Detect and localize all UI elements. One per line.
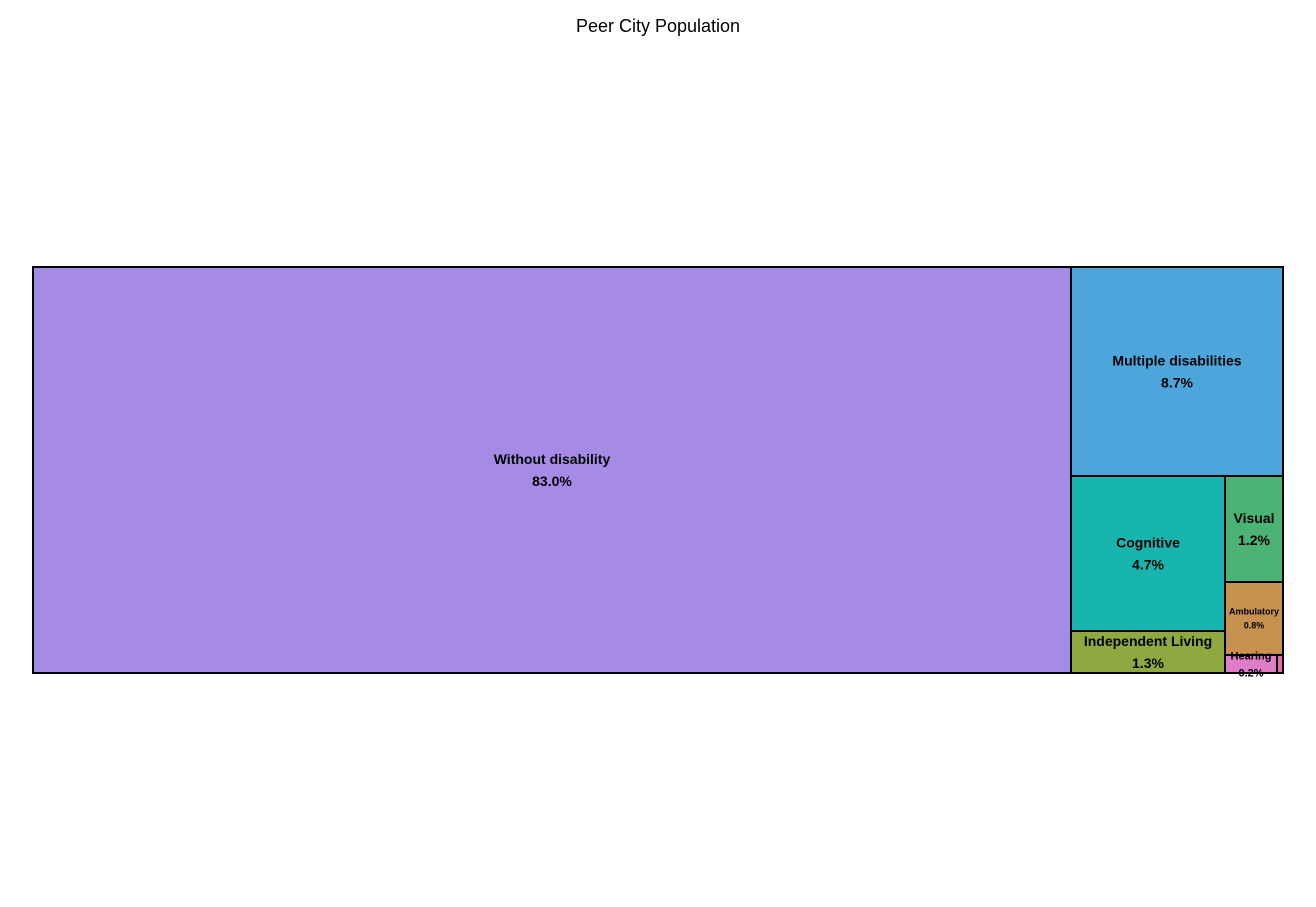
treemap-cell-visual: Visual 1.2% [1224, 475, 1284, 583]
treemap-cell-hearing: Hearing 0.2% [1224, 650, 1278, 679]
treemap-cell-cognitive: Cognitive 4.7% [1070, 475, 1226, 632]
treemap-rect [1224, 475, 1284, 583]
treemap-cell-name: Hearing [1231, 650, 1272, 662]
treemap-cell-unlabeled [1276, 654, 1284, 674]
treemap-cell-without-disability: Without disability 83.0% [32, 266, 1072, 674]
treemap-cell-value: 83.0% [532, 473, 572, 489]
treemap-cell-independent-living: Independent Living 1.3% [1070, 630, 1226, 674]
treemap-cell-ambulatory: Ambulatory 0.8% [1224, 581, 1284, 656]
treemap-cell-value: 0.2% [1238, 667, 1263, 679]
treemap-cell-value: 8.7% [1161, 374, 1193, 390]
treemap-cell-name: Visual [1234, 510, 1275, 526]
treemap-cell-name: Ambulatory [1229, 607, 1279, 617]
treemap-cell-value: 4.7% [1132, 556, 1164, 572]
treemap-cell-name: Multiple disabilities [1112, 353, 1241, 369]
treemap-rect [32, 266, 1072, 674]
treemap-rect [1070, 475, 1226, 632]
treemap-cell-multiple-disabilities: Multiple disabilities 8.7% [1070, 266, 1284, 477]
treemap-cell-name: Without disability [494, 451, 611, 467]
treemap-cell-value: 1.3% [1132, 655, 1164, 671]
treemap-rect [1224, 581, 1284, 656]
treemap-cell-value: 1.2% [1238, 532, 1270, 548]
treemap-rect [1070, 266, 1284, 477]
treemap-cell-name: Independent Living [1084, 633, 1212, 649]
treemap-cell-name: Cognitive [1116, 535, 1180, 551]
treemap-rect [1276, 654, 1284, 674]
chart-title: Peer City Population [575, 16, 741, 36]
treemap-cell-value: 0.8% [1244, 621, 1265, 631]
